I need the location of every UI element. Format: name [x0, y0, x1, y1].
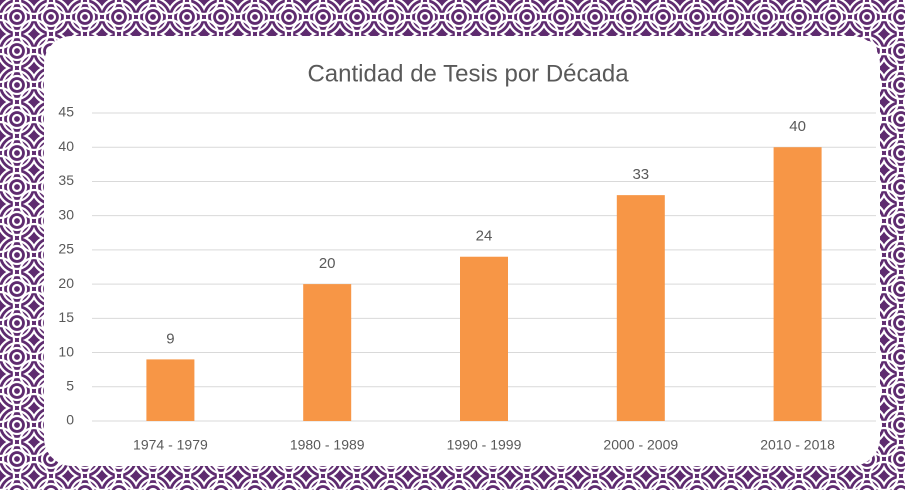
page: {"chart_data": {"type": "bar", "title": …: [0, 0, 905, 490]
value-label: 20: [319, 255, 336, 272]
value-label: 33: [632, 166, 649, 183]
y-tick-label: 45: [58, 104, 74, 120]
bar: [774, 147, 822, 421]
chart: Cantidad de Tesis por Década 0 5 10 15 20 25 3…: [0, 0, 905, 490]
y-tick-label: 10: [58, 343, 74, 359]
bar: [617, 195, 665, 421]
y-tick-label: 35: [58, 172, 74, 188]
bar: [303, 284, 351, 421]
y-tick-label: 40: [58, 138, 74, 154]
x-tick-label: 1990 - 1999: [447, 437, 522, 453]
value-label: 24: [476, 228, 493, 245]
y-tick-label: 30: [58, 206, 74, 222]
x-tick-label: 2000 - 2009: [603, 437, 678, 453]
x-tick-label: 1980 - 1989: [290, 437, 365, 453]
y-tick-label: 0: [66, 412, 74, 428]
chart-title: Cantidad de Tesis por Década: [307, 60, 629, 87]
x-tick-label: 2010 - 2018: [760, 437, 835, 453]
x-tick-label: 1974 - 1979: [133, 437, 208, 453]
y-tick-label: 25: [58, 241, 74, 257]
value-label: 9: [166, 330, 174, 347]
y-tick-label: 20: [58, 275, 74, 291]
bar: [146, 359, 194, 421]
y-tick-label: 15: [58, 309, 74, 325]
value-label: 40: [789, 118, 806, 135]
y-tick-label: 5: [66, 377, 74, 393]
bar: [460, 257, 508, 421]
